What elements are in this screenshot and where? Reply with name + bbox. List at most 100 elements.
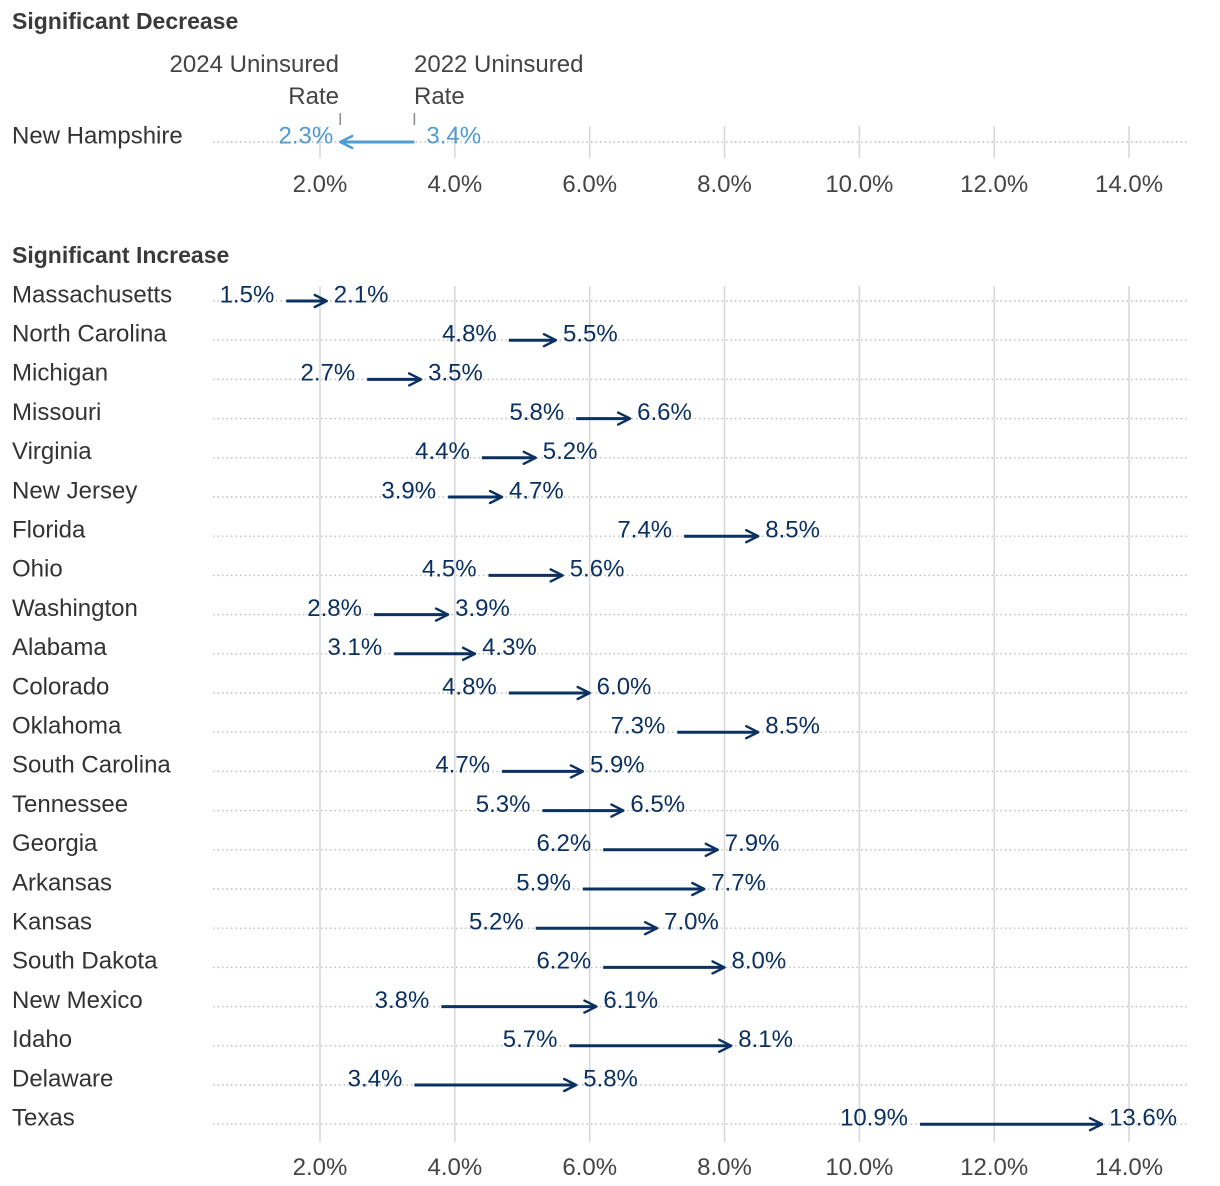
x-tick-label: 4.0% — [427, 171, 482, 198]
state-label: Texas — [12, 1105, 75, 1132]
chart-row: Kansas 5.2% 7.0% — [12, 909, 719, 936]
increase-gridlines — [319, 286, 1130, 1142]
x-tick-label: 4.0% — [427, 1154, 482, 1181]
value-2022-label: 1.5% — [220, 281, 275, 308]
state-label: Massachusetts — [12, 281, 172, 308]
state-label: Florida — [12, 517, 86, 544]
chart-row: Virginia 4.4% 5.2% — [12, 438, 597, 465]
value-2022-label: 6.2% — [536, 830, 591, 857]
chart-row: Washington 2.8% 3.9% — [12, 595, 510, 622]
value-2022-label: 4.8% — [442, 321, 497, 348]
chart-row: Arkansas 5.9% 7.7% — [12, 869, 766, 896]
state-label: Virginia — [12, 438, 92, 465]
value-2024-label: 8.0% — [732, 948, 787, 975]
increase-rows: Massachusetts 1.5% 2.1% North Carolina 4.8% 5… — [12, 281, 1177, 1131]
value-2022-label: 5.9% — [516, 869, 571, 896]
state-label: Ohio — [12, 556, 63, 583]
value-2024-label: 6.1% — [603, 987, 658, 1014]
value-2024-label: 8.1% — [738, 1026, 793, 1053]
value-2024-label: 5.6% — [570, 556, 625, 583]
value-2022-label: 5.2% — [469, 909, 524, 936]
state-label: North Carolina — [12, 321, 167, 348]
chart-row: Delaware 3.4% 5.8% — [12, 1065, 638, 1092]
value-2024-label: 6.5% — [630, 791, 685, 818]
chart-row: Ohio 4.5% 5.6% — [12, 556, 624, 583]
value-2024-label: 7.9% — [725, 830, 780, 857]
value-2024-label: 2.3% — [279, 122, 334, 149]
decrease-section-title: Significant Decrease — [12, 8, 238, 34]
decrease-x-axis: 2.0% 4.0% 6.0% 8.0% 10.0% 12.0% 14.0% — [293, 171, 1163, 198]
value-2024-label: 4.3% — [482, 634, 537, 661]
chart-row: Georgia 6.2% 7.9% — [12, 830, 779, 857]
decrease-gridlines — [319, 126, 1130, 158]
value-2022-label: 4.4% — [415, 438, 470, 465]
value-2022-label: 7.3% — [611, 713, 666, 740]
legend-2024-label-line2: Rate — [288, 83, 339, 110]
state-label: Missouri — [12, 399, 101, 426]
chart-row: New Hampshire 3.4% 2.3% — [12, 122, 481, 149]
legend: 2024 Uninsured Rate 2022 Uninsured Rate — [170, 51, 583, 125]
state-label: Idaho — [12, 1026, 72, 1053]
chart-row: Texas 10.9% 13.6% — [12, 1105, 1177, 1132]
value-2024-label: 8.5% — [765, 713, 820, 740]
chart-row: New Mexico 3.8% 6.1% — [12, 987, 658, 1014]
value-2022-label: 5.3% — [476, 791, 531, 818]
value-2022-label: 4.7% — [435, 752, 490, 779]
x-tick-label: 12.0% — [960, 1154, 1028, 1181]
state-label: South Dakota — [12, 948, 158, 975]
state-label: Michigan — [12, 360, 108, 387]
value-2024-label: 5.9% — [590, 752, 645, 779]
decrease-panel: Significant Decrease 2024 Uninsured Rate… — [12, 8, 1188, 198]
x-tick-label: 8.0% — [697, 1154, 752, 1181]
value-2022-label: 4.8% — [442, 673, 497, 700]
state-label: Kansas — [12, 909, 92, 936]
x-tick-label: 8.0% — [697, 171, 752, 198]
value-2024-label: 5.2% — [543, 438, 598, 465]
increase-section-title: Significant Increase — [12, 242, 229, 268]
value-2022-label: 3.9% — [381, 477, 436, 504]
state-label: Washington — [12, 595, 138, 622]
value-2024-label: 5.8% — [583, 1065, 638, 1092]
value-2022-label: 4.5% — [422, 556, 477, 583]
value-2022-label: 3.4% — [348, 1065, 403, 1092]
value-2024-label: 5.5% — [563, 321, 618, 348]
value-2024-label: 7.7% — [711, 869, 766, 896]
value-2024-label: 13.6% — [1109, 1105, 1177, 1132]
value-2022-label: 5.7% — [503, 1026, 558, 1053]
legend-2022-label-line2: Rate — [414, 83, 465, 110]
chart-row: Massachusetts 1.5% 2.1% — [12, 281, 388, 308]
x-tick-label: 6.0% — [562, 171, 617, 198]
value-2022-label: 6.2% — [536, 948, 591, 975]
value-2024-label: 7.0% — [664, 909, 719, 936]
value-2022-label: 2.8% — [307, 595, 362, 622]
chart-row: Alabama 3.1% 4.3% — [12, 634, 537, 661]
state-label: Colorado — [12, 673, 109, 700]
state-label: Arkansas — [12, 869, 112, 896]
chart-row: Missouri 5.8% 6.6% — [12, 399, 692, 426]
value-2022-label: 3.4% — [426, 122, 481, 149]
state-label: Oklahoma — [12, 713, 122, 740]
increase-x-axis: 2.0% 4.0% 6.0% 8.0% 10.0% 12.0% 14.0% — [293, 1154, 1163, 1181]
value-2022-label: 3.8% — [375, 987, 430, 1014]
x-tick-label: 2.0% — [293, 171, 348, 198]
state-label: New Hampshire — [12, 122, 183, 149]
decrease-rows: New Hampshire 3.4% 2.3% — [12, 122, 481, 149]
chart-row: North Carolina 4.8% 5.5% — [12, 321, 618, 348]
value-2024-label: 3.9% — [455, 595, 510, 622]
chart-row: New Jersey 3.9% 4.7% — [12, 477, 564, 504]
state-label: South Carolina — [12, 752, 171, 779]
value-2022-label: 10.9% — [840, 1105, 908, 1132]
chart-row: Tennessee 5.3% 6.5% — [12, 791, 685, 818]
value-2024-label: 3.5% — [428, 360, 483, 387]
x-tick-label: 6.0% — [562, 1154, 617, 1181]
value-2024-label: 8.5% — [765, 517, 820, 544]
chart-row: Colorado 4.8% 6.0% — [12, 673, 651, 700]
state-label: New Jersey — [12, 477, 137, 504]
x-tick-label: 10.0% — [825, 171, 893, 198]
x-tick-label: 12.0% — [960, 171, 1028, 198]
state-label: Tennessee — [12, 791, 128, 818]
value-2024-label: 4.7% — [509, 477, 564, 504]
value-2022-label: 2.7% — [300, 360, 355, 387]
chart-row: Florida 7.4% 8.5% — [12, 517, 820, 544]
state-label: New Mexico — [12, 987, 143, 1014]
